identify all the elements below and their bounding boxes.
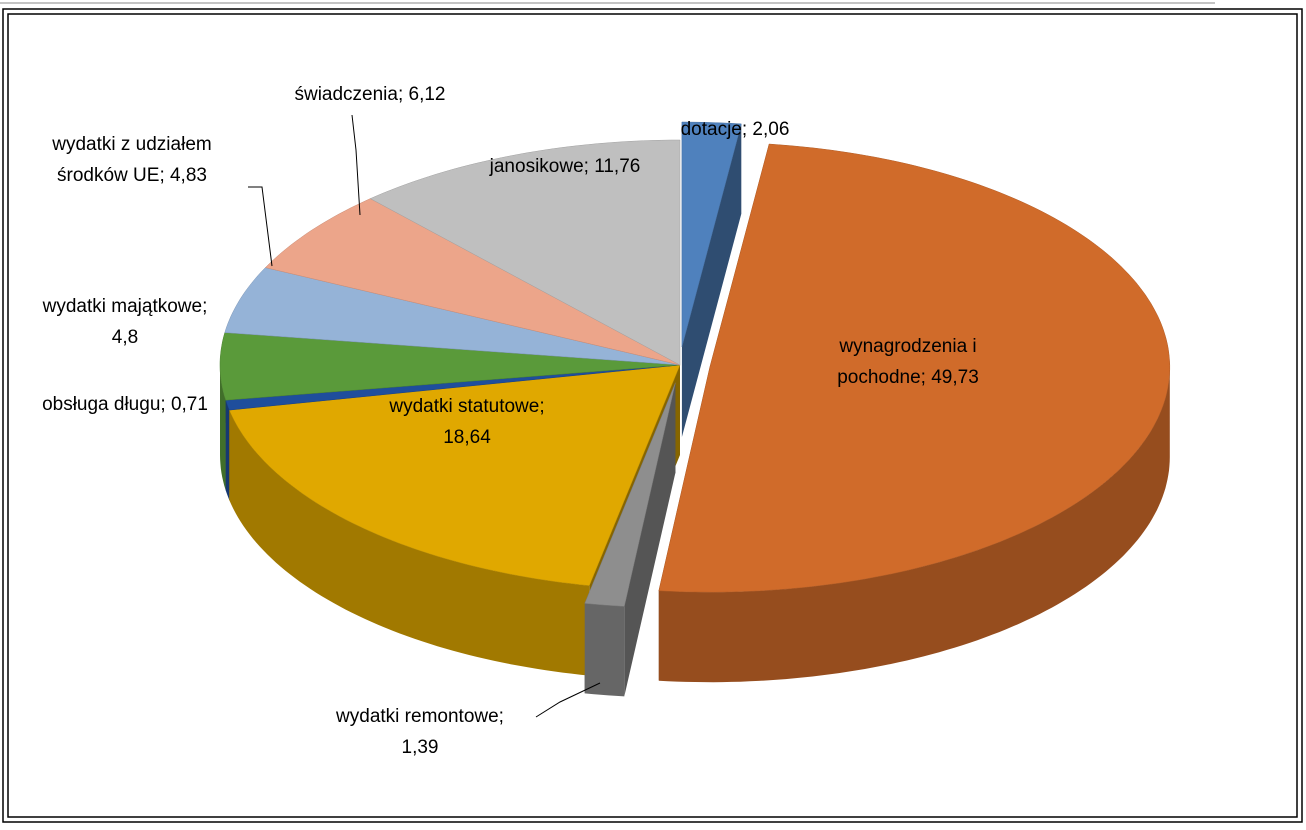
data-labels: dotacje; 2,06 wynagrodzenia i pochodne; 49… [42, 84, 979, 758]
slice-side [658, 367, 1170, 683]
slice [658, 143, 1171, 593]
leader-line [351, 114, 361, 216]
leader-line [535, 682, 601, 718]
frame-outer [2, 8, 1303, 823]
slice [224, 267, 681, 366]
leader-lines [248, 114, 601, 718]
slice [369, 139, 681, 366]
slice-side [584, 603, 625, 697]
slice-side [624, 382, 676, 697]
data-label: dotacje; 2,06 [681, 119, 790, 140]
data-label: wydatki z udziałem środków UE; 4,83 [51, 134, 211, 186]
slice-side [681, 123, 742, 438]
data-label: obsługa długu; 0,71 [42, 394, 208, 415]
slice-side [225, 400, 230, 501]
data-label: wydatki statutowe; 18,64 [388, 396, 544, 448]
slice [584, 382, 676, 607]
data-label: wydatki remontowe; 1,39 [335, 706, 504, 758]
slice [681, 121, 742, 348]
data-label: wynagrodzenia i pochodne; 49,73 [837, 336, 979, 388]
slice-side [229, 410, 590, 676]
data-label: janosikowe; 11,76 [489, 156, 641, 177]
data-label: świadczenia; 6,12 [294, 84, 445, 105]
leader-line [248, 186, 273, 267]
slice [228, 364, 681, 586]
slice [264, 198, 681, 366]
frame-inner [7, 13, 1298, 818]
slice [219, 332, 681, 401]
data-label: wydatki majątkowe; 4,8 [42, 296, 208, 348]
slice-tops [219, 121, 1171, 607]
